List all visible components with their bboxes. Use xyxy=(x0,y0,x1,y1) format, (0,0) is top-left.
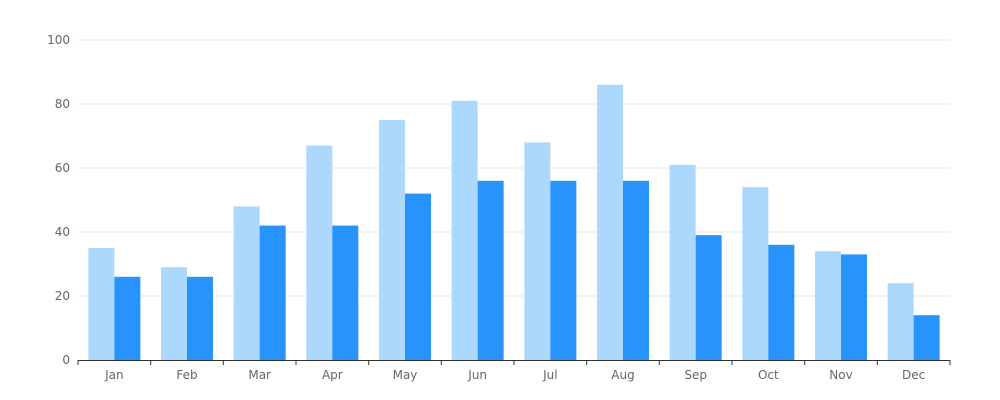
x-tick-label: Dec xyxy=(902,368,925,382)
y-tick-label: 80 xyxy=(55,97,70,111)
x-tick-label: Nov xyxy=(829,368,852,382)
bar-series-2-sep xyxy=(695,235,722,360)
bar-series-2-dec xyxy=(913,315,940,360)
x-tick-label: Feb xyxy=(176,368,197,382)
bar-series-1-jun xyxy=(451,100,478,361)
bar-series-2-aug xyxy=(623,180,649,360)
bar-series-1-may xyxy=(379,120,405,360)
bar-series-2-oct xyxy=(768,244,795,360)
bar-series-1-jan xyxy=(88,248,115,360)
bar-series-1-nov xyxy=(815,251,841,360)
y-tick-label: 0 xyxy=(62,353,70,367)
bar-series-2-may xyxy=(405,193,431,360)
bars xyxy=(88,84,940,361)
y-tick-label: 20 xyxy=(55,289,70,303)
bar-series-1-jul xyxy=(524,142,551,360)
axes: 0 20 40 60 80 100 Jan Feb Mar Apr May Jun Jul Aug Sep O… xyxy=(47,33,951,382)
bar-series-1-mar xyxy=(233,206,260,360)
bar-series-1-oct xyxy=(742,187,769,360)
bar-series-1-dec xyxy=(887,283,914,360)
bar-series-1-aug xyxy=(597,84,623,361)
bar-series-2-mar xyxy=(259,225,286,360)
x-tick-label: Oct xyxy=(758,368,779,382)
bar-series-2-feb xyxy=(187,276,213,360)
bar-series-2-jun xyxy=(477,180,504,360)
bar-series-2-jan xyxy=(114,276,141,360)
y-tick-label: 100 xyxy=(47,33,70,47)
bar-series-2-nov xyxy=(841,254,867,360)
gridlines xyxy=(78,39,950,297)
bar-series-1-apr xyxy=(306,145,333,360)
x-tick-label: Jul xyxy=(542,368,557,382)
x-tick-label: Sep xyxy=(684,368,707,382)
bar-series-2-jul xyxy=(550,180,577,360)
y-tick-label: 60 xyxy=(55,161,70,175)
bar-series-1-feb xyxy=(161,267,187,360)
x-tick-label: Jun xyxy=(467,368,487,382)
x-tick-label: May xyxy=(393,368,418,382)
y-tick-label: 40 xyxy=(55,225,70,239)
x-tick-label: Jan xyxy=(104,368,124,382)
x-tick-label: Mar xyxy=(248,368,271,382)
x-tick-label: Aug xyxy=(611,368,634,382)
bar-series-1-sep xyxy=(669,164,696,360)
x-tick-label: Apr xyxy=(322,368,343,382)
bar-series-2-apr xyxy=(332,225,359,360)
